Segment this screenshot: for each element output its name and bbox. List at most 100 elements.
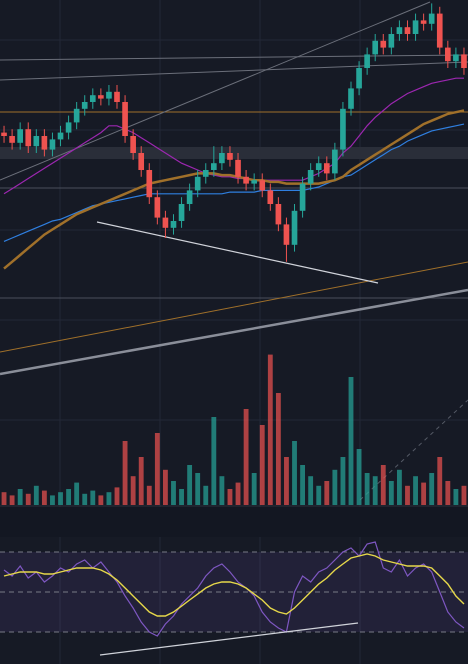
volume-bar (405, 485, 410, 505)
candle-body (291, 210, 298, 245)
trend-line (0, 261, 468, 353)
candle-body (412, 20, 419, 34)
trend-line (0, 61, 468, 81)
volume-bar (421, 482, 427, 505)
volume-bar (324, 481, 330, 505)
pane-gap (0, 507, 468, 537)
candle-body (219, 153, 225, 164)
candle-body (267, 190, 274, 204)
volume-bar (453, 489, 459, 505)
volume-bar (50, 495, 55, 505)
candle-body (17, 129, 23, 143)
volume-bar (122, 441, 128, 505)
candle-body (178, 204, 185, 221)
candle-body (73, 108, 80, 123)
trend-line (96, 221, 379, 284)
marks (0, 3, 468, 637)
candle-body (106, 91, 112, 99)
candle-body (9, 136, 15, 143)
trend-line (0, 288, 468, 376)
volume-bar (171, 481, 176, 505)
volume-bar (275, 393, 281, 505)
volume-bar (413, 476, 418, 505)
rsi-line (3, 541, 465, 637)
trend-line (99, 622, 359, 656)
volume-bar (203, 485, 209, 505)
volume-bar (308, 476, 314, 505)
candle-body (445, 47, 451, 62)
volume-bar (82, 493, 88, 505)
volume-bar (130, 476, 136, 505)
candle-body (146, 170, 153, 198)
volume-bar (300, 465, 306, 505)
candle-body (332, 149, 338, 174)
volume-bar (179, 489, 184, 505)
candle-body (98, 95, 104, 99)
rsi-signal (3, 553, 465, 617)
volume-bar (41, 490, 47, 505)
candle-body (154, 197, 161, 218)
candle-body (315, 163, 322, 170)
volume-bar (356, 449, 362, 505)
candle-body (114, 91, 120, 102)
volume-bar (66, 489, 72, 505)
volume-bar (154, 433, 160, 505)
volume-bar (445, 481, 451, 505)
candle-body (186, 190, 193, 204)
candle-body (420, 20, 427, 24)
volume-bar (106, 492, 112, 505)
candle-body (396, 27, 403, 34)
volume-bar (58, 492, 63, 505)
candle-body (33, 136, 40, 147)
volume-bar (146, 485, 152, 505)
candle-body (25, 129, 32, 147)
volume-bar (429, 473, 435, 505)
moving-average (3, 123, 465, 242)
volume-bar (162, 469, 168, 505)
volume-bar (138, 457, 144, 505)
candle-body (235, 159, 241, 177)
volume-bar (243, 409, 249, 505)
candle-body (380, 40, 387, 48)
candle-body (340, 108, 346, 150)
candle-body (227, 153, 233, 160)
candle-body (323, 163, 330, 174)
candle-body (138, 153, 145, 170)
candle-body (251, 180, 257, 184)
volume-bar (396, 469, 402, 505)
candle-body (122, 102, 128, 136)
candle-body (453, 54, 459, 62)
candle-body (372, 40, 379, 55)
volume-bar (284, 457, 289, 505)
volume-bar (98, 495, 104, 505)
volume-bar (211, 417, 217, 505)
candle-body (211, 163, 217, 170)
candle-body (388, 34, 395, 48)
candle-body (259, 180, 266, 191)
moving-average (3, 77, 464, 195)
volume-bar (267, 354, 273, 505)
candle-body (130, 136, 136, 153)
volume-bar (316, 485, 322, 505)
candle-body (202, 170, 209, 177)
volume-bar (340, 457, 346, 505)
volume-bar (461, 485, 467, 505)
volume-bar (219, 476, 225, 505)
volume-bar (437, 457, 443, 505)
volume-bar (90, 490, 96, 505)
candle-body (275, 204, 282, 225)
volume-bar (332, 469, 338, 505)
volume-bar (348, 377, 354, 505)
trend-line (0, 1, 431, 181)
candle-body (283, 224, 290, 245)
candle-body (1, 132, 7, 136)
volume-bar (74, 482, 80, 505)
volume-bar (388, 481, 394, 505)
zone-band (0, 147, 468, 159)
moving-average (3, 109, 465, 270)
volume-bar (227, 489, 233, 505)
candle-body (404, 27, 411, 34)
volume-bar (364, 473, 370, 505)
candle-body (364, 54, 370, 68)
